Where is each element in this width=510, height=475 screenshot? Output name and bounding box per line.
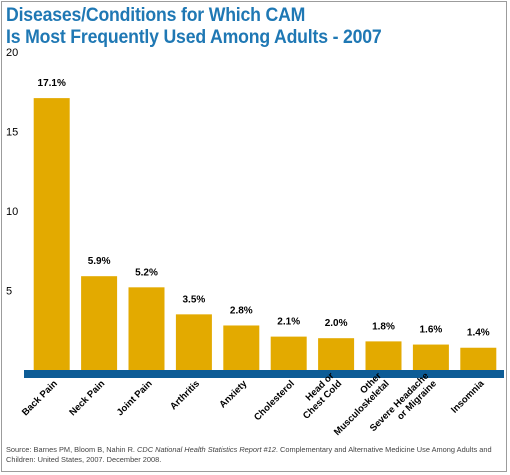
bar-value-label: 2.0% xyxy=(325,318,348,329)
bar-value-label: 2.8% xyxy=(230,305,253,316)
source-note: Source: Barnes PM, Bloom B, Nahin R. CDC… xyxy=(6,445,506,465)
x-tick-label: Insomnia xyxy=(449,378,487,416)
bar xyxy=(175,314,212,370)
bar-value-label: 5.2% xyxy=(135,267,158,278)
bar-value-label: 1.6% xyxy=(420,325,443,336)
x-tick-label: Arthritis xyxy=(168,378,202,412)
bar xyxy=(412,344,449,370)
x-axis-baseline xyxy=(24,370,504,378)
y-tick-label: 5 xyxy=(6,286,12,298)
bar-value-label: 5.9% xyxy=(88,256,111,267)
bar-value-label: 1.8% xyxy=(372,321,395,332)
source-suffix: . Complementary and Alternative Medicine… xyxy=(6,445,492,464)
bar-chart: 5 10 15 20 17.1% 5.9% 5.2% 3.5% 2.8% 2.1% 2.0% 1.8%… xyxy=(6,47,504,438)
bar xyxy=(128,287,165,370)
bar xyxy=(33,98,70,371)
source-prefix: Source: Barnes PM, Bloom B, Nahin R. xyxy=(6,445,138,454)
bar-value-label: 2.1% xyxy=(277,317,300,328)
x-tick-label: Anxiety xyxy=(217,378,250,411)
x-tick-label: Back Pain xyxy=(20,378,60,418)
chart-title: Diseases/Conditions for Which CAM Is Mos… xyxy=(6,5,382,49)
x-tick-label: Cholesterol xyxy=(252,378,297,423)
bar xyxy=(223,325,260,370)
x-tick-label: Neck Pain xyxy=(67,378,107,418)
chart-title-line-2: Is Most Frequently Used Among Adults - 2… xyxy=(6,27,382,48)
y-tick-label: 10 xyxy=(6,206,18,218)
x-tick-label: Joint Pain xyxy=(115,378,155,418)
bar xyxy=(81,276,118,370)
chart-title-line-1: Diseases/Conditions for Which CAM xyxy=(6,5,306,26)
bar xyxy=(270,336,307,370)
bar-value-label: 17.1% xyxy=(38,78,66,89)
source-report-title: CDC National Health Statistics Report #1… xyxy=(137,445,276,454)
y-tick-label: 20 xyxy=(6,47,18,59)
y-tick-label: 15 xyxy=(6,127,18,139)
bar-value-label: 3.5% xyxy=(183,294,206,305)
bar xyxy=(365,341,402,370)
bar xyxy=(318,338,355,370)
x-tick-label: Head orChest Cold xyxy=(293,370,344,421)
bar xyxy=(460,347,497,370)
bar-value-label: 1.4% xyxy=(467,328,490,339)
